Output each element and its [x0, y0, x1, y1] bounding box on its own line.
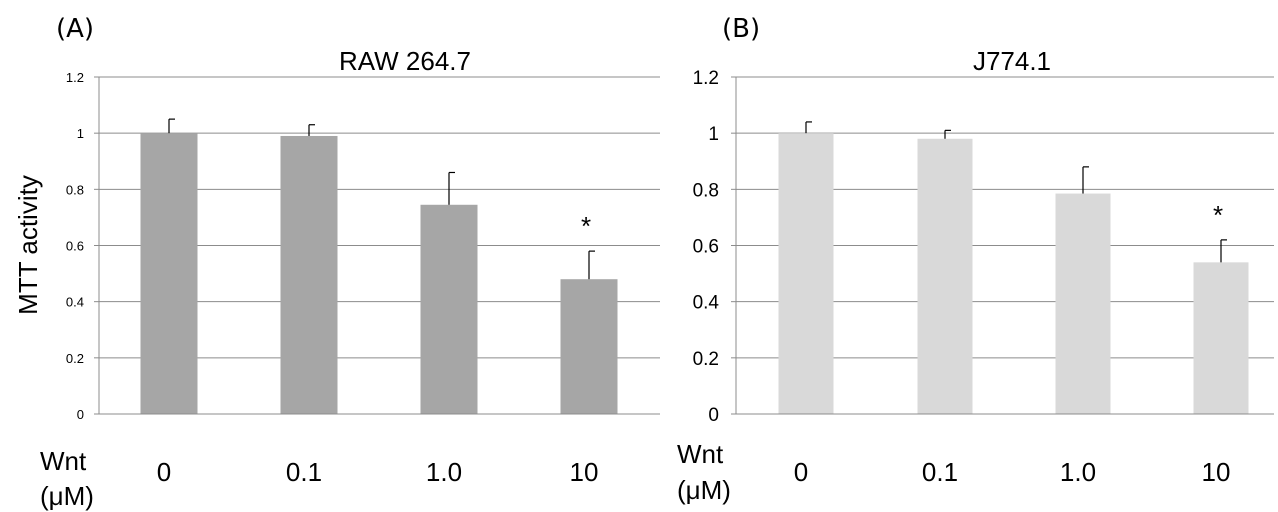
- y-tick-label: 0.8: [693, 180, 719, 201]
- y-tick-label: 1: [708, 124, 719, 145]
- chart-panel-a: (A) RAW 264.7 MTT activity Wnt (μM) 0 0.2…: [13, 14, 660, 511]
- x-tick-label: 0: [157, 457, 171, 487]
- y-tick-label: 0.2: [66, 351, 84, 366]
- x-axis-unit-b: (μM): [677, 475, 731, 505]
- plot-area-a: 0 0.2 0.4 0.6 0.8 1 1.2 0 0.1 1.0 * 10: [66, 70, 660, 487]
- y-tick-label: 0.6: [693, 237, 719, 258]
- y-tick-label: 0: [77, 407, 84, 422]
- bar: [1055, 193, 1111, 414]
- chart-title-b: J774.1: [973, 46, 1051, 76]
- y-tick-label: 0.8: [66, 182, 84, 197]
- y-tick-label: 1.2: [693, 68, 719, 89]
- y-tick-label: 1.2: [66, 70, 84, 85]
- y-tick-label: 0: [708, 405, 719, 426]
- x-axis-name-b: Wnt: [677, 439, 724, 469]
- bar: [917, 138, 973, 415]
- bar: [778, 133, 834, 414]
- bar: [1193, 262, 1249, 414]
- x-axis-name-a: Wnt: [40, 446, 87, 476]
- significance-marker: *: [581, 211, 591, 241]
- x-tick-label: 0: [794, 457, 808, 487]
- panel-label-b: (B): [722, 14, 760, 44]
- x-tick-label: 0.1: [286, 457, 322, 487]
- panel-label-a: (A): [56, 14, 94, 44]
- chart-panel-b: (B) J774.1 Wnt (μM) 0 0.2 0.4 0.6 0.8 1 1.2 0 0.…: [677, 14, 1274, 505]
- bar: [140, 133, 198, 414]
- y-tick-label: 0.6: [66, 239, 84, 254]
- y-tick-label: 0.2: [693, 349, 719, 370]
- y-axis-label-a: MTT activity: [13, 175, 43, 315]
- significance-marker: *: [1213, 200, 1223, 230]
- x-tick-label: 10: [570, 457, 599, 487]
- bar: [420, 204, 478, 414]
- bar: [560, 279, 618, 414]
- y-tick-label: 1: [77, 126, 84, 141]
- y-tick-label: 0.4: [693, 293, 720, 314]
- bar: [280, 135, 338, 414]
- x-tick-label: 1.0: [426, 457, 462, 487]
- x-tick-label: 0.1: [922, 457, 958, 487]
- chart-title-a: RAW 264.7: [339, 46, 471, 76]
- plot-area-b: 0 0.2 0.4 0.6 0.8 1 1.2 0 0.1 1.0 * 10: [693, 68, 1274, 487]
- x-tick-label: 1.0: [1060, 457, 1096, 487]
- x-tick-label: 10: [1202, 457, 1231, 487]
- x-axis-unit-a: (μM): [40, 481, 94, 511]
- y-tick-label: 0.4: [66, 295, 84, 310]
